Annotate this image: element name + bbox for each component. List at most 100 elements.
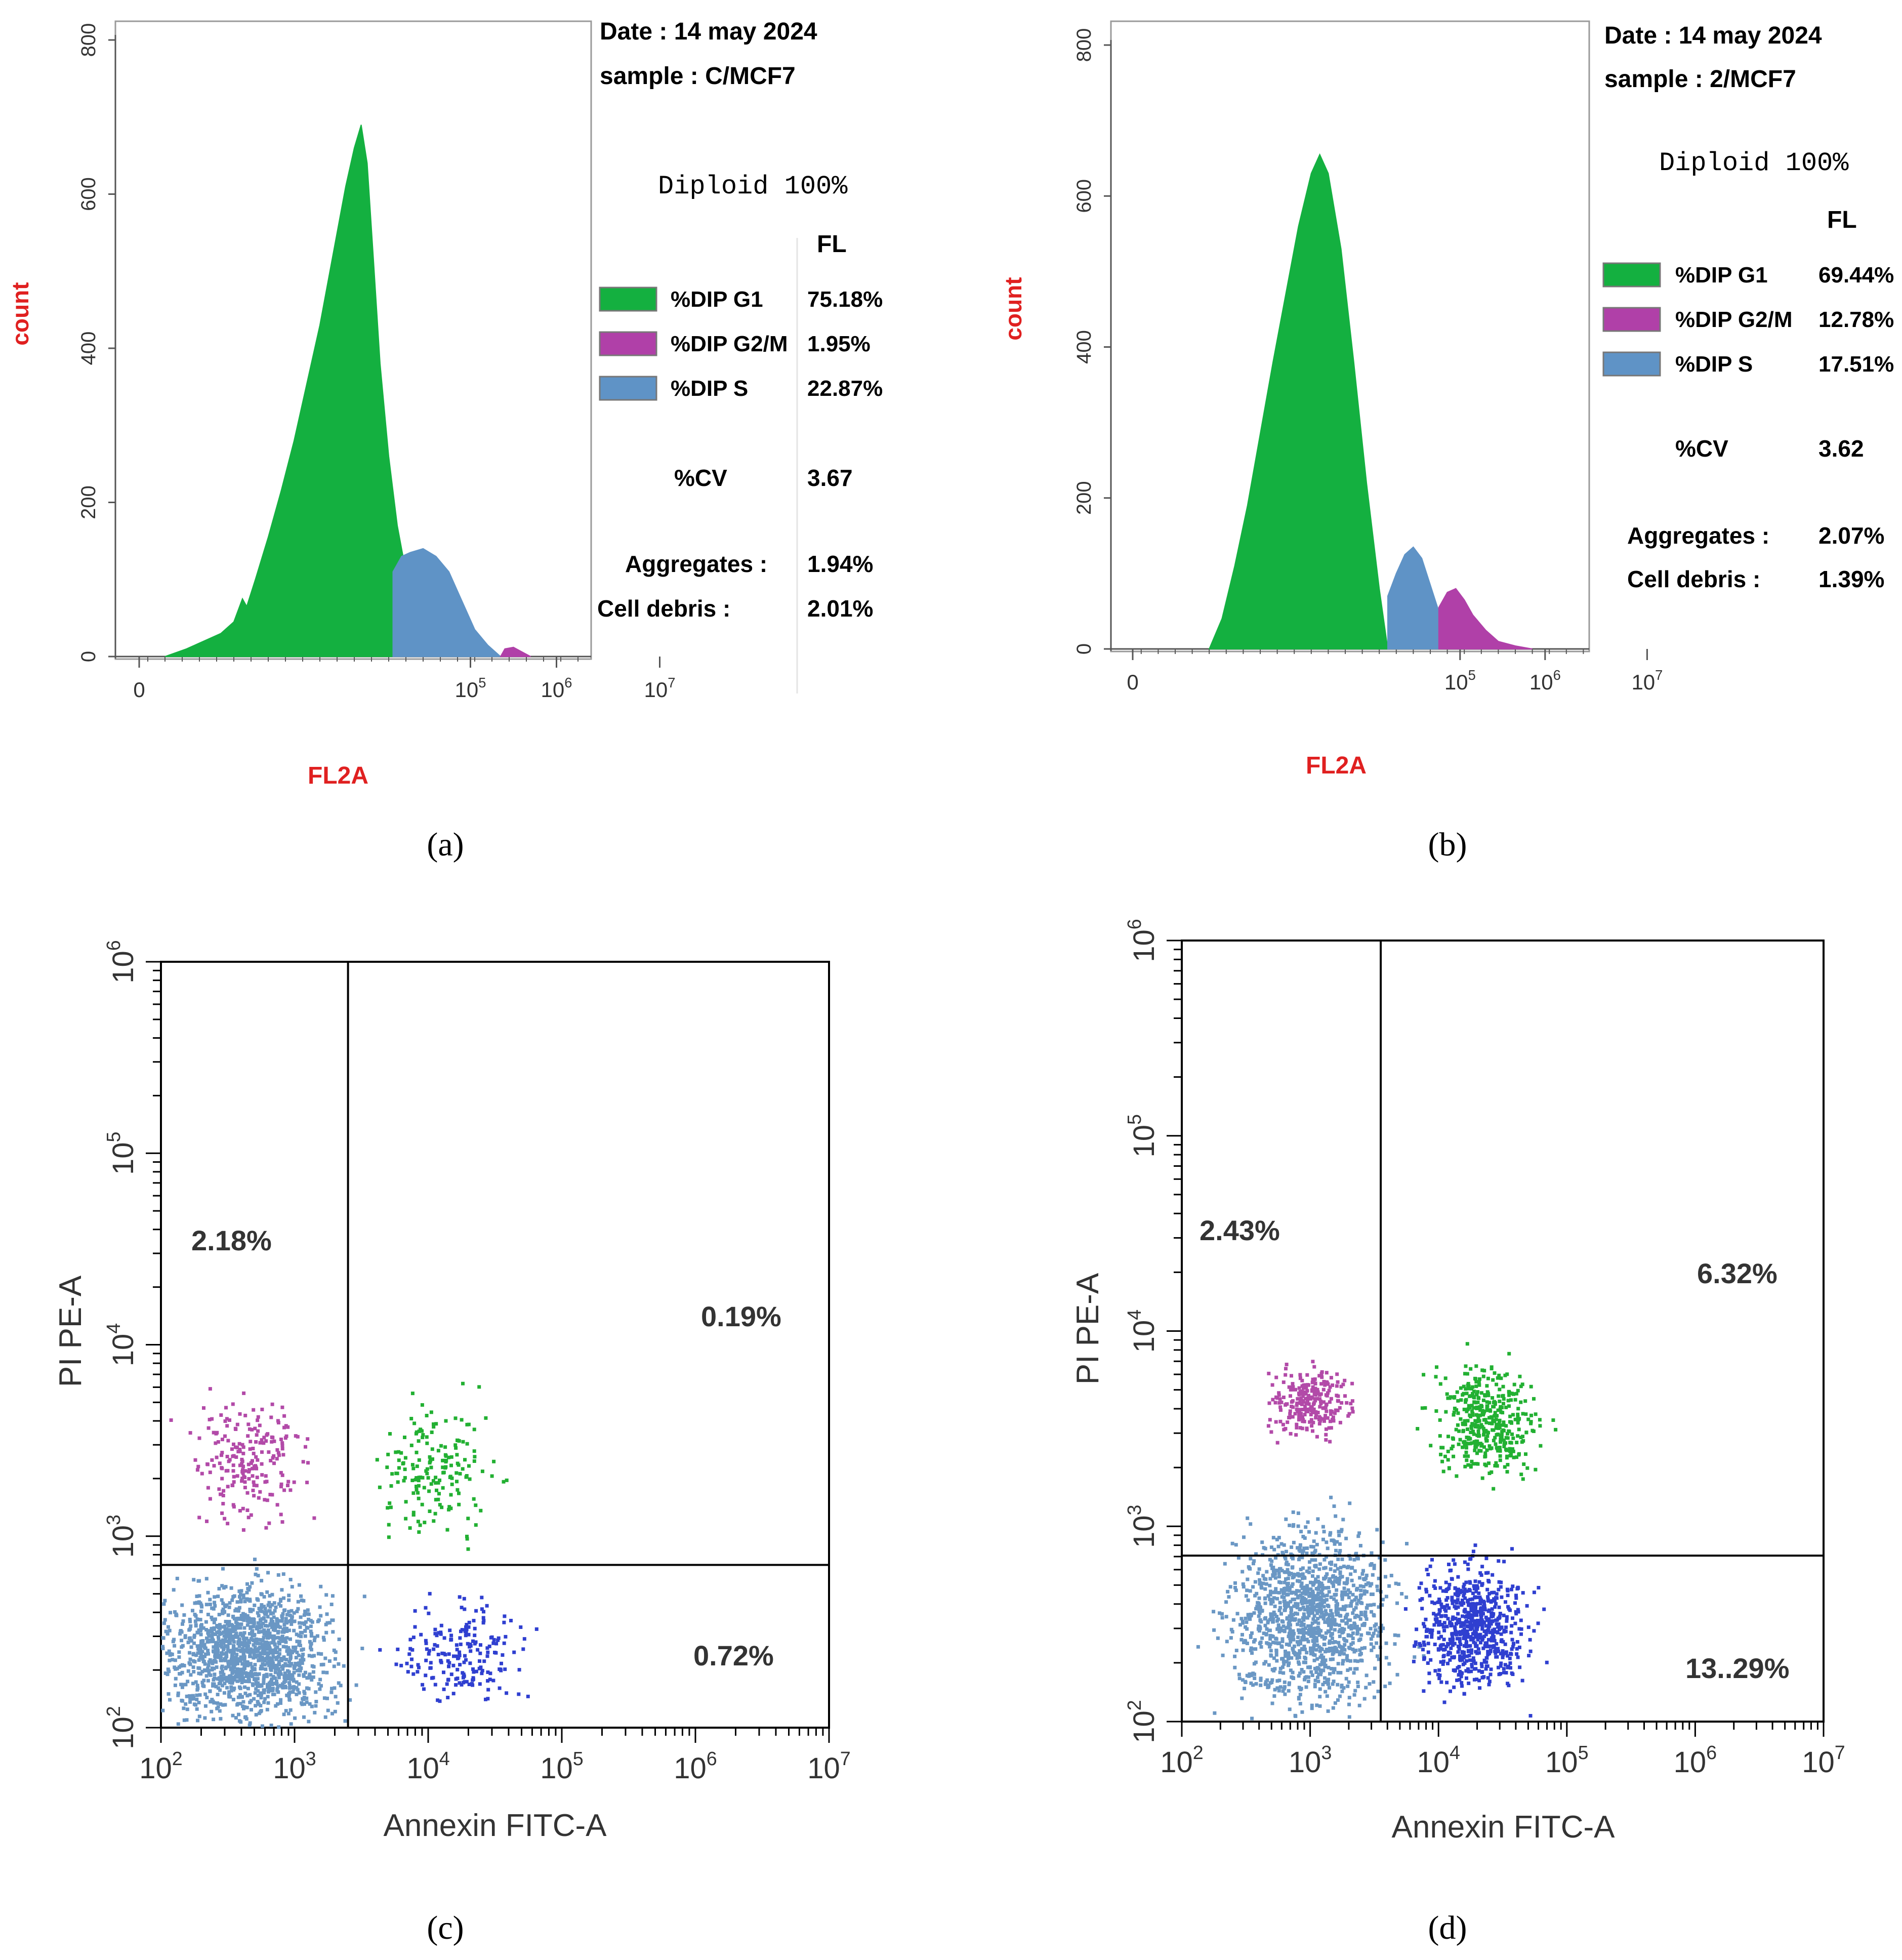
x-tick-label: 0	[1127, 670, 1138, 694]
y-axis: 0 200 400 600 800	[77, 23, 116, 662]
legend-label: %DIP S	[1675, 352, 1753, 377]
y-tick-label: 103	[103, 1515, 140, 1558]
aggregates-value: 1.94%	[807, 551, 873, 577]
aggregates-label: Aggregates :	[625, 551, 767, 577]
aggregates-value: 2.07%	[1818, 522, 1884, 549]
legend-label: %DIP G2/M	[671, 332, 788, 356]
x-tick-label: 105	[540, 1748, 583, 1785]
axes: 102 103 104 105 106 107 102 103 104 105 106	[103, 940, 851, 1785]
cell-debris-label: Cell debris :	[597, 595, 730, 622]
legend-label: %DIP G2/M	[1675, 307, 1792, 332]
legend-label: %DIP G1	[671, 287, 763, 312]
scatter-points-necrotic	[169, 1387, 316, 1532]
histogram	[1208, 153, 1533, 649]
fl-header: FL	[1827, 207, 1857, 233]
x-tick-label: 107	[1631, 667, 1663, 694]
legend-value: 22.87%	[807, 376, 883, 401]
panel-label: (a)	[427, 826, 464, 863]
y-tick-label: 200	[77, 485, 100, 519]
panel-a: 0 200 400 600 800 0 105 106 107 count FL2A Date…	[7, 18, 883, 863]
legend-value: 17.51%	[1818, 352, 1894, 377]
y-tick-label: 400	[77, 332, 100, 365]
x-axis-label: Annexin FITC-A	[1391, 1810, 1615, 1845]
x-tick-label: 106	[1674, 1742, 1717, 1779]
quadrant-upper-left-percent: 2.43%	[1200, 1214, 1280, 1246]
y-tick-label: 0	[1073, 643, 1095, 655]
y-tick-label: 600	[1073, 179, 1095, 213]
legend-swatch	[599, 331, 657, 356]
legend: %DIP G1 69.44% %DIP G2/M 12.78% %DIP S 17.51%	[1602, 262, 1894, 377]
cell-debris-value: 2.01%	[807, 595, 873, 622]
fl-header: FL	[817, 231, 847, 258]
quadrant-lower-right-percent: 0.72%	[693, 1640, 774, 1671]
legend-swatch	[1602, 351, 1661, 377]
scatter-points	[161, 1381, 539, 1729]
y-tick-label: 105	[1124, 1114, 1161, 1157]
y-tick-label: 103	[1124, 1505, 1161, 1548]
y-tick-label: 102	[103, 1706, 140, 1749]
y-tick-label: 200	[1073, 481, 1095, 515]
y-tick-label: 600	[77, 177, 100, 211]
sample-text: sample : C/MCF7	[600, 63, 796, 90]
scatter-points-late-apoptotic	[1416, 1342, 1558, 1491]
histogram-area-g1	[1208, 153, 1389, 649]
y-tick-label: 104	[1124, 1310, 1161, 1353]
axes: 102 103 104 105 106 107 102 103 104 105 106	[1124, 919, 1845, 1779]
date-text: Date : 14 may 2024	[1604, 22, 1822, 49]
panel-b: 0 200 400 600 800 0 105 106 107 count FL2A Date…	[1000, 20, 1894, 863]
scatter-points-early-apoptotic	[1403, 1543, 1549, 1718]
legend-label: %DIP G1	[1675, 263, 1768, 288]
y-tick-label: 102	[1124, 1700, 1161, 1743]
histogram-area-s	[1387, 546, 1439, 649]
cv-value: 3.62	[1818, 435, 1864, 462]
x-tick-label: 104	[406, 1748, 449, 1785]
y-tick-label: 800	[77, 23, 100, 57]
x-tick-label: 107	[1802, 1742, 1845, 1779]
y-axis-label: PI PE-A	[53, 1275, 88, 1387]
scatter-points-necrotic	[1266, 1360, 1355, 1445]
y-axis-label: count	[1000, 277, 1026, 340]
legend-swatch	[1602, 307, 1661, 332]
x-axis: 0 105 106 107	[110, 656, 675, 702]
y-tick-label: 106	[1124, 919, 1161, 962]
y-tick-label: 800	[1073, 28, 1095, 62]
panel-label: (c)	[427, 1909, 464, 1946]
x-tick-label: 106	[674, 1748, 717, 1785]
y-tick-label: 105	[103, 1132, 140, 1175]
y-tick-label: 400	[1073, 330, 1095, 364]
x-tick-label: 107	[807, 1748, 850, 1785]
legend-swatch	[1602, 262, 1661, 288]
x-axis-label: FL2A	[1306, 752, 1367, 779]
x-tick-label: 106	[1529, 667, 1561, 694]
x-tick-label: 105	[1444, 667, 1476, 694]
scatter-points-viable	[161, 1558, 366, 1729]
y-axis-label: count	[7, 282, 33, 345]
cv-label: %CV	[674, 465, 727, 491]
x-tick-label: 103	[1289, 1742, 1332, 1779]
scatter-points-early-apoptotic	[378, 1591, 539, 1703]
scatter-points-late-apoptotic	[375, 1381, 509, 1551]
cv-value: 3.67	[807, 465, 853, 491]
histogram-area-g2m	[500, 646, 531, 657]
quadrant-upper-right-percent: 6.32%	[1697, 1257, 1777, 1289]
x-tick-label: 0	[133, 678, 145, 702]
cell-debris-value: 1.39%	[1818, 566, 1884, 592]
diploid-text: Diploid 100%	[658, 172, 848, 201]
scatter-points	[1196, 1342, 1558, 1721]
x-axis-label: Annexin FITC-A	[383, 1808, 607, 1843]
legend: %DIP G1 75.18% %DIP G2/M 1.95% %DIP S 22.87%	[599, 287, 883, 401]
legend-value: 1.95%	[807, 332, 871, 356]
aggregates-label: Aggregates :	[1627, 522, 1769, 549]
x-axis-label: FL2A	[308, 762, 368, 789]
plot-frame	[1181, 940, 1825, 1723]
quadrant-lower-right-percent: 13..29%	[1685, 1652, 1790, 1684]
legend-swatch	[599, 376, 657, 401]
legend-value: 69.44%	[1818, 263, 1894, 288]
x-tick-label: 106	[541, 675, 572, 702]
x-tick-label: 103	[273, 1748, 316, 1785]
y-axis: 0 200 400 600 800	[1073, 28, 1112, 655]
x-tick-label: 102	[139, 1748, 182, 1785]
x-tick-label: 105	[1545, 1742, 1588, 1779]
